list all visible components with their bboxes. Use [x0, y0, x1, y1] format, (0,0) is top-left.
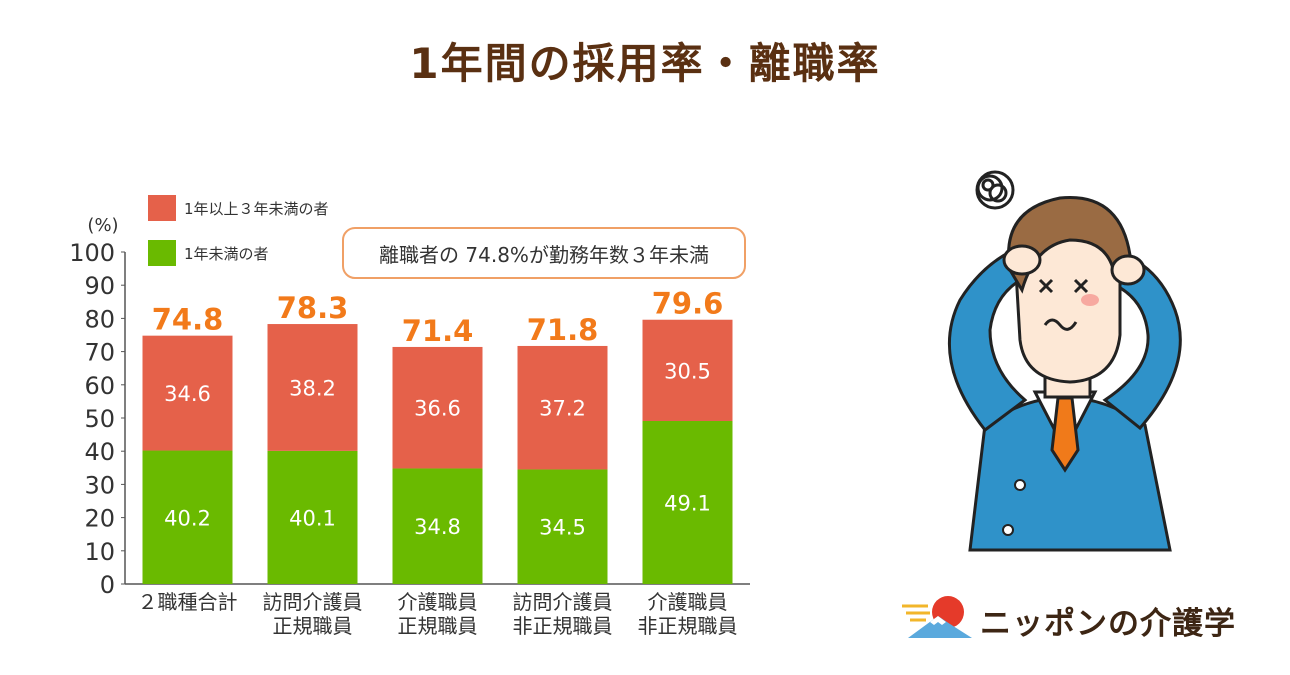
- logo-text: ニッポンの介護学: [980, 606, 1236, 642]
- x-category-label: 訪問介護員: [513, 590, 613, 614]
- page-title: 1年間の採用率・離職率: [409, 39, 881, 88]
- x-category-label: 非正規職員: [513, 614, 613, 638]
- y-unit-label: (%): [87, 215, 118, 236]
- stress-scribble-icon: [975, 170, 1015, 210]
- bar-total-label: 71.8: [527, 313, 599, 347]
- y-tick-label: 80: [84, 305, 115, 333]
- y-tick-label: 60: [84, 372, 115, 400]
- x-category-label: ２職種合計: [138, 590, 238, 614]
- callout-box: 離職者の 74.8%が勤務年数３年未満: [342, 227, 746, 279]
- bar-segment: [267, 450, 358, 584]
- bar-segment: [267, 324, 358, 451]
- legend-label: 1年以上３年未満の者: [184, 200, 329, 218]
- bar-segment: [642, 420, 733, 584]
- bar-segment: [392, 346, 483, 469]
- legend-swatch: [148, 195, 176, 221]
- x-category-label: 非正規職員: [638, 614, 738, 638]
- x-category-label: 介護職員: [648, 590, 728, 614]
- y-tick-label: 40: [84, 438, 115, 466]
- bar-segment: [392, 468, 483, 584]
- x-category-label: 正規職員: [273, 614, 353, 638]
- bar-segment: [142, 335, 233, 451]
- y-tick-label: 30: [84, 471, 115, 499]
- legend-swatch: [148, 240, 176, 266]
- y-tick-label: 20: [84, 505, 115, 533]
- worried-man-illustration: [947, 170, 1182, 552]
- bar-segment: [142, 450, 233, 584]
- bar-total-label: 71.4: [402, 314, 474, 348]
- x-category-label: 正規職員: [398, 614, 478, 638]
- bar-value-label: 34.5: [539, 516, 586, 540]
- bar-segment: [517, 345, 608, 470]
- callout-text: 離職者の 74.8%が勤務年数３年未満: [379, 243, 709, 267]
- bar-value-label: 49.1: [664, 491, 711, 515]
- bar-value-label: 40.1: [289, 506, 336, 530]
- bar-value-label: 40.2: [164, 506, 211, 530]
- y-tick-label: 100: [69, 239, 115, 267]
- brand-logo: ニッポンの介護学: [900, 590, 1270, 650]
- bar-segment: [642, 319, 733, 421]
- bar-value-label: 34.6: [164, 382, 211, 406]
- bar-segment: [517, 469, 608, 584]
- x-category-label: 介護職員: [398, 590, 478, 614]
- y-tick-label: 90: [84, 272, 115, 300]
- bar-total-label: 78.3: [277, 291, 349, 325]
- bar-value-label: 30.5: [664, 359, 711, 383]
- legend-label: 1年未満の者: [184, 245, 269, 263]
- bar-total-label: 79.6: [652, 287, 724, 321]
- bar-value-label: 37.2: [539, 397, 586, 421]
- y-tick-label: 10: [84, 538, 115, 566]
- mountain-sun-icon: [902, 596, 972, 638]
- y-tick-label: 50: [84, 405, 115, 433]
- y-tick-label: 70: [84, 339, 115, 367]
- bar-total-label: 74.8: [152, 303, 224, 337]
- x-category-label: 訪問介護員: [263, 590, 363, 614]
- bar-value-label: 36.6: [414, 397, 461, 421]
- y-tick-label: 0: [100, 571, 115, 599]
- bar-value-label: 38.2: [289, 376, 336, 400]
- bar-value-label: 34.8: [414, 515, 461, 539]
